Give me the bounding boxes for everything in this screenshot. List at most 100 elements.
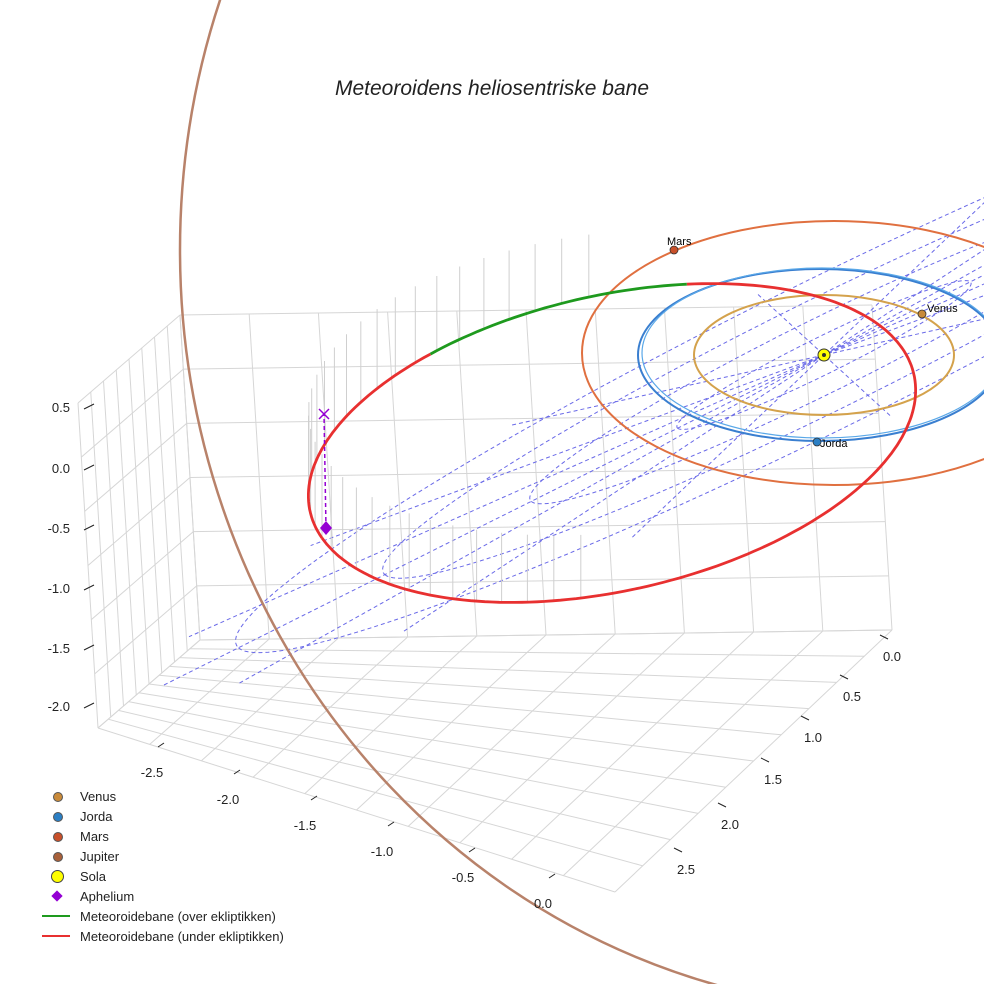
ecliptic-polar-grid [163, 197, 984, 686]
legend-dot-icon [40, 826, 74, 846]
orbit-jupiter [178, 0, 719, 984]
legend-label: Venus [80, 788, 117, 804]
ecliptic-ring [382, 218, 984, 579]
x-tick-label: -2.5 [141, 765, 163, 780]
x-tick-label: -2.0 [217, 792, 239, 807]
orbit-jorda-trace [641, 267, 984, 439]
y-tick-label: 1.0 [804, 730, 822, 745]
x-tick-mark [468, 847, 476, 853]
legend-diamond-icon [40, 886, 74, 906]
legend-item: Venus [40, 786, 284, 806]
z-tick-mark [83, 702, 95, 709]
legend-item: Jupiter [40, 846, 284, 866]
orbit-below-ecliptic [320, 282, 917, 604]
legend-dot-icon [40, 846, 74, 866]
legend: Venus Jorda Mars Jupiter Sola Aphelium Meteoro… [40, 786, 284, 946]
legend-label: Jupiter [80, 848, 120, 864]
meteoroid-orbit [307, 282, 917, 604]
ecliptic-spoke [632, 202, 984, 538]
wall-gridline [94, 585, 197, 675]
x-tick-mark [233, 769, 241, 775]
legend-label: Sola [80, 868, 107, 884]
floor-gridline [159, 674, 782, 736]
y-tick-mark [673, 847, 683, 853]
x-tick-label: 0.0 [534, 896, 552, 911]
wall-gridline [196, 575, 889, 587]
legend-label: Aphelium [80, 888, 135, 904]
x-tick-mark [157, 742, 165, 748]
legend-label: Mars [80, 828, 109, 844]
wall-gridline [183, 358, 876, 370]
z-tick-label: -0.5 [48, 521, 70, 536]
wall-gridline [91, 531, 194, 621]
floor-gridline [614, 629, 893, 893]
z-tick-label: -1.5 [48, 641, 70, 656]
wall-gridline [199, 629, 893, 641]
z-tick-mark [83, 464, 95, 471]
ecliptic-spoke [757, 294, 891, 416]
aphelion-projection [323, 413, 327, 529]
floor-gridline [407, 633, 616, 827]
venus-marker [917, 309, 927, 319]
sun-center [822, 353, 826, 357]
floor-gridline [562, 630, 824, 876]
x-tick-mark [387, 821, 395, 827]
ecliptic-ring [235, 197, 984, 654]
legend-dot-icon [40, 806, 74, 826]
floor-gridline [169, 665, 809, 710]
z-tick-label: 0.0 [52, 461, 70, 476]
planet-orbits [178, 0, 984, 984]
wall-gridline [189, 467, 883, 478]
orbit-stems [308, 234, 590, 603]
markers: Mars Venus Jorda [318, 236, 958, 535]
x-tick-mark [548, 873, 556, 879]
y-tick-mark [800, 715, 810, 721]
legend-label: Meteoroidebane (under ekliptikken) [80, 928, 284, 944]
wall-gridline [81, 368, 184, 458]
label-venus: Venus [927, 303, 958, 315]
z-tick-label: -2.0 [48, 699, 70, 714]
legend-line-icon [40, 926, 74, 946]
legend-label: Jorda [80, 808, 113, 824]
z-tick-mark [83, 644, 95, 651]
x-tick-label: -0.5 [452, 870, 474, 885]
orbit-mars [581, 220, 984, 486]
ecliptic-ring [529, 242, 984, 505]
ecliptic-spoke [188, 283, 984, 638]
y-tick-label: 0.5 [843, 689, 861, 704]
wall-gridline [84, 422, 187, 512]
jorda-marker [812, 437, 822, 447]
floor-gridline [511, 631, 754, 860]
ecliptic-spoke [510, 318, 984, 426]
orbit-venus [693, 294, 955, 416]
z-tick-label: 0.5 [52, 400, 70, 415]
z-tick-mark [83, 524, 95, 531]
legend-item: Meteoroidebane (over ekliptikken) [40, 906, 284, 926]
y-tick-label: 2.0 [721, 817, 739, 832]
mars-marker [669, 245, 679, 255]
axis-ticks: 0.5 0.0 -0.5 -1.0 -1.5 -2.0 -2.5 -2.0 -1.5 -1.0 -0… [48, 400, 901, 911]
axis-grid [77, 304, 893, 893]
floor-gridline [148, 683, 754, 762]
z-tick-mark [83, 403, 95, 410]
floor-gridline [179, 657, 837, 683]
legend-dot-icon [40, 786, 74, 806]
wall-gridline [77, 314, 181, 404]
legend-item: Mars [40, 826, 284, 846]
z-tick-mark [83, 584, 95, 591]
y-tick-label: 0.0 [883, 649, 901, 664]
legend-item: Sola [40, 866, 284, 886]
aphelion-marker [320, 521, 332, 535]
y-tick-mark [879, 634, 889, 640]
legend-item: Jorda [40, 806, 284, 826]
chart-title: Meteoroidens heliosentriske bane [335, 77, 649, 100]
legend-label: Meteoroidebane (over ekliptikken) [80, 908, 276, 924]
x-tick-label: -1.5 [294, 818, 316, 833]
legend-line-icon [40, 906, 74, 926]
y-tick-mark [839, 674, 849, 680]
wall-gridline [97, 639, 201, 729]
label-jorda: Jorda [820, 438, 848, 450]
wall-gridline [179, 304, 873, 316]
wall-gridline [193, 521, 886, 533]
y-tick-mark [760, 757, 770, 763]
